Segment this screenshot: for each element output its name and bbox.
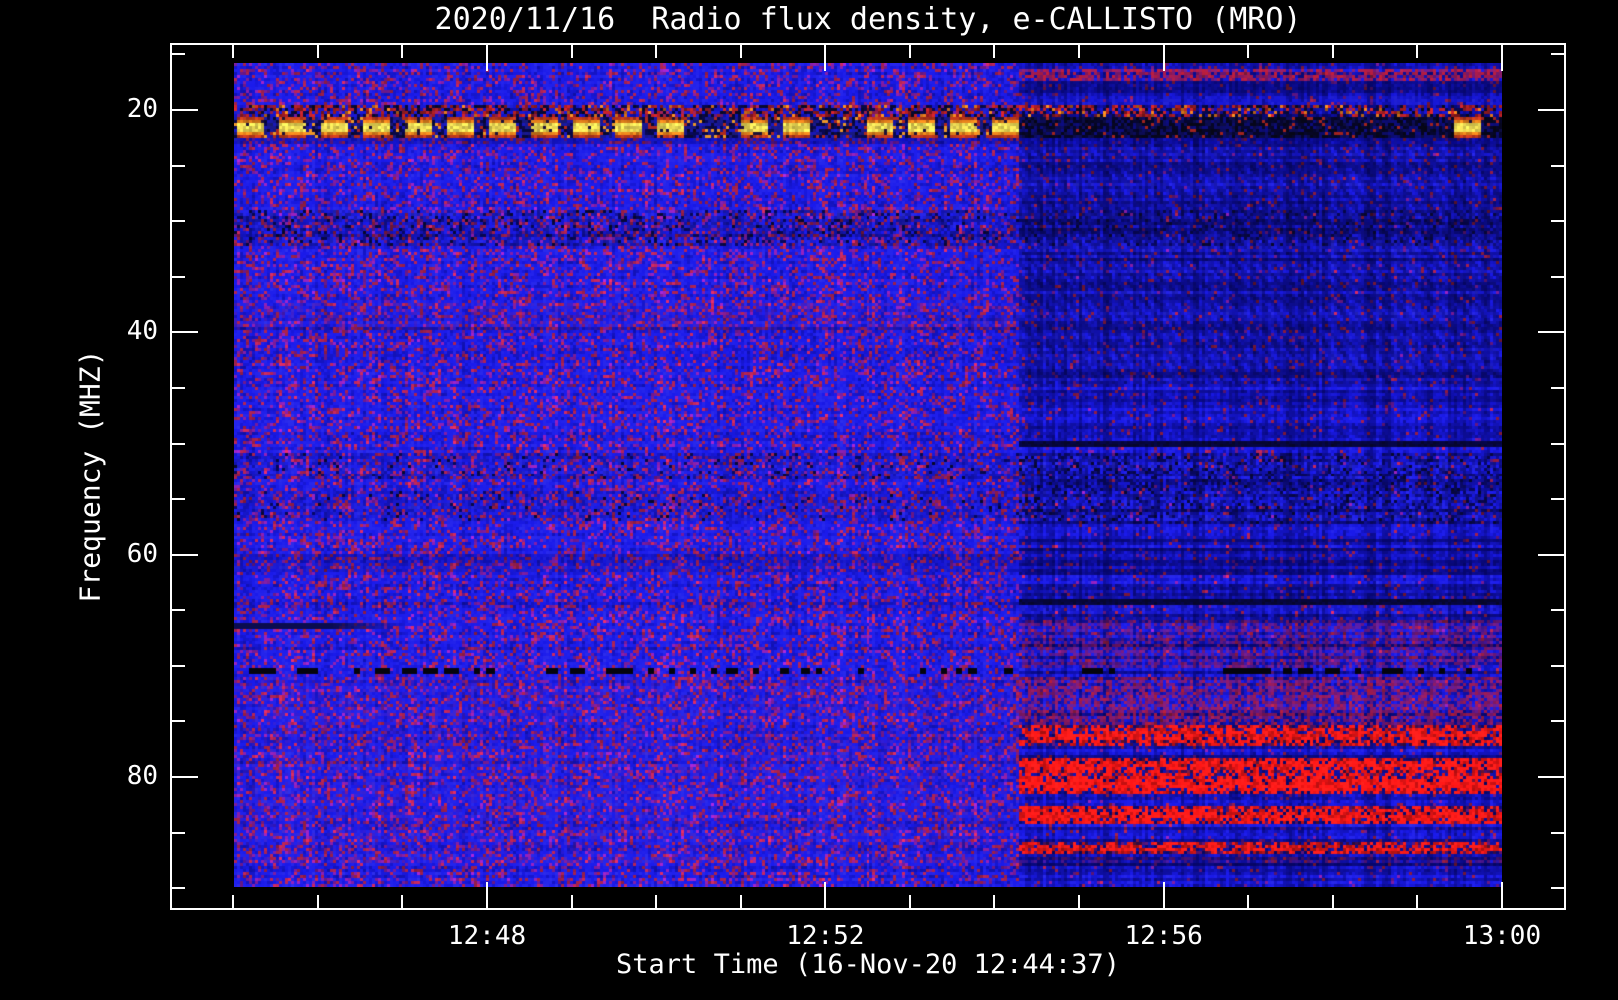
- y-major-tick-right: [1538, 109, 1564, 111]
- y-minor-tick-right: [1551, 720, 1564, 723]
- spectrogram-image: [234, 63, 1502, 887]
- y-minor-tick: [172, 664, 185, 667]
- y-major-tick: [172, 553, 198, 556]
- y-minor-tick: [172, 887, 185, 890]
- x-minor-tick: [1416, 895, 1419, 908]
- y-minor-tick: [172, 220, 185, 223]
- y-minor-tick: [172, 442, 185, 445]
- x-minor-tick: [232, 895, 235, 908]
- y-minor-tick-right: [1551, 609, 1564, 612]
- x-minor-tick: [570, 895, 573, 908]
- x-minor-tick-top: [401, 45, 404, 58]
- x-minor-tick-top: [1416, 45, 1419, 58]
- x-minor-tick: [1078, 895, 1081, 908]
- y-minor-tick: [172, 53, 185, 56]
- y-major-tick: [172, 331, 198, 334]
- y-major-tick: [172, 776, 198, 778]
- y-minor-tick-right: [1551, 386, 1564, 389]
- x-minor-tick: [908, 895, 911, 908]
- y-tick-label: 80: [126, 761, 158, 791]
- x-minor-tick-top: [1331, 45, 1334, 58]
- x-minor-tick-top: [655, 45, 658, 58]
- x-major-tick: [824, 882, 827, 908]
- x-tick-label: 12:56: [1124, 921, 1203, 951]
- x-minor-tick: [655, 895, 658, 908]
- x-minor-tick: [1247, 895, 1250, 908]
- x-minor-tick: [1331, 895, 1334, 908]
- x-major-tick-top: [486, 45, 488, 71]
- y-minor-tick: [172, 720, 185, 723]
- x-minor-tick-top: [232, 45, 235, 58]
- y-minor-tick-right: [1551, 275, 1564, 278]
- x-major-tick: [1162, 882, 1165, 908]
- x-tick-label: 13:00: [1462, 921, 1542, 951]
- y-minor-tick-right: [1551, 164, 1564, 167]
- y-tick-label: 60: [126, 538, 158, 569]
- x-major-tick-top: [1162, 45, 1165, 71]
- x-minor-tick-top: [570, 45, 573, 58]
- y-minor-tick-right: [1551, 887, 1564, 890]
- y-tick-label: 40: [126, 316, 158, 347]
- x-major-tick-top: [824, 45, 827, 71]
- y-major-tick-right: [1538, 553, 1564, 556]
- y-minor-tick: [172, 609, 185, 612]
- y-minor-tick: [172, 386, 185, 389]
- y-major-tick-right: [1538, 776, 1564, 778]
- x-minor-tick: [401, 895, 404, 908]
- x-minor-tick: [739, 895, 742, 908]
- y-minor-tick: [172, 831, 185, 834]
- y-major-tick-right: [1538, 331, 1564, 334]
- x-minor-tick-top: [1247, 45, 1250, 58]
- y-minor-tick-right: [1551, 442, 1564, 445]
- x-minor-tick: [993, 895, 996, 908]
- y-minor-tick-right: [1551, 831, 1564, 834]
- x-major-tick: [486, 882, 488, 908]
- y-tick-label: 20: [126, 94, 158, 124]
- y-minor-tick: [172, 275, 185, 278]
- x-minor-tick-top: [739, 45, 742, 58]
- y-major-tick: [172, 109, 198, 111]
- x-axis-label: Start Time (16-Nov-20 12:44:37): [616, 949, 1120, 980]
- chart-title: 2020/11/16 Radio flux density, e-CALLIST…: [434, 2, 1302, 37]
- x-minor-tick-top: [993, 45, 996, 58]
- x-tick-label: 12:52: [786, 921, 865, 951]
- y-minor-tick: [172, 498, 185, 501]
- x-tick-label: 12:48: [447, 921, 527, 951]
- y-minor-tick: [172, 164, 185, 167]
- x-minor-tick-top: [316, 45, 319, 58]
- y-minor-tick-right: [1551, 664, 1564, 667]
- x-minor-tick: [316, 895, 319, 908]
- y-minor-tick-right: [1551, 498, 1564, 501]
- y-minor-tick-right: [1551, 53, 1564, 56]
- x-minor-tick-top: [1078, 45, 1081, 58]
- x-major-tick: [1500, 882, 1503, 908]
- y-minor-tick-right: [1551, 220, 1564, 223]
- x-major-tick-top: [1500, 45, 1503, 71]
- x-minor-tick-top: [908, 45, 911, 58]
